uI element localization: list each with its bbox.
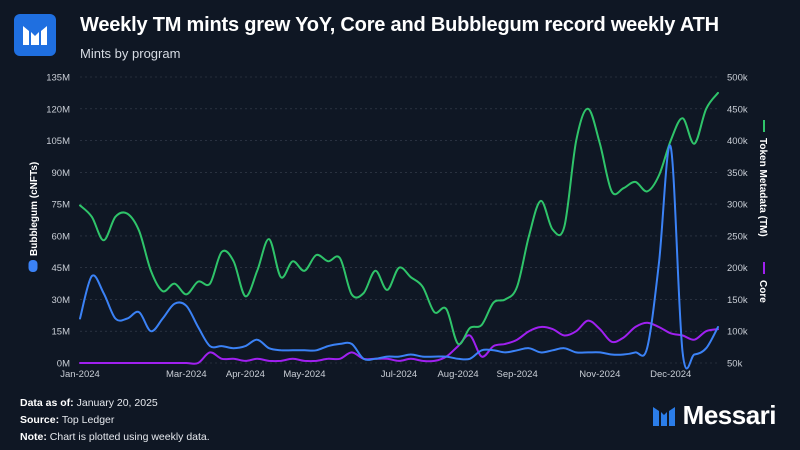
bubblegum-legend-swatch xyxy=(28,260,38,272)
footer-note: Note: Chart is plotted using weekly data… xyxy=(20,431,210,443)
x-tick-label: Aug-2024 xyxy=(437,369,478,380)
core-line xyxy=(79,319,719,365)
right-tick-label: 500k xyxy=(727,73,748,84)
messari-logo-icon xyxy=(14,14,56,56)
tm-line xyxy=(79,91,719,346)
right-axis-label-tm: Token Metadata (TM) xyxy=(757,138,768,237)
x-tick-label: Sep-2024 xyxy=(497,369,538,380)
x-tick-label: Nov-2024 xyxy=(579,369,620,380)
right-axis-legend: Token Metadata (TM) Core xyxy=(757,120,768,303)
left-axis-label: Bubblegum (cNFTs) xyxy=(29,162,40,256)
right-tick-label: 400k xyxy=(727,136,748,147)
right-tick-label: 50k xyxy=(727,359,743,370)
x-tick-label: May-2024 xyxy=(283,369,325,380)
core-legend-swatch xyxy=(763,262,765,274)
x-tick-label: Dec-2024 xyxy=(650,369,691,380)
right-axis-ticks: 50k 100k 150k 200k 250k 300k 350k 400k 450k 500k xyxy=(727,73,748,370)
left-tick-label: 90M xyxy=(52,168,71,179)
left-tick-label: 75M xyxy=(52,200,71,211)
left-tick-label: 60M xyxy=(52,231,71,242)
left-tick-label: 30M xyxy=(52,295,71,306)
messari-brand-icon xyxy=(652,406,675,426)
chart-series xyxy=(79,91,719,370)
x-tick-label: Jul-2024 xyxy=(381,369,417,380)
footer-source: Source: Top Ledger xyxy=(20,414,115,426)
tm-legend-swatch xyxy=(763,120,765,132)
messari-brand: Messari xyxy=(651,400,777,431)
right-tick-label: 250k xyxy=(727,231,748,242)
footer-data-as-of: Data as of: January 20, 2025 xyxy=(20,397,158,409)
left-tick-label: 0M xyxy=(57,359,70,370)
right-tick-label: 350k xyxy=(727,168,748,179)
chart-gridlines xyxy=(80,76,718,364)
left-tick-label: 120M xyxy=(46,104,70,115)
brand-name: Messari xyxy=(682,400,777,430)
x-axis-ticks: Jan-2024 Mar-2024 Apr-2024 May-2024 Jul-2024… xyxy=(60,369,691,380)
x-tick-label: Jan-2024 xyxy=(60,369,100,380)
right-axis-label-core: Core xyxy=(757,280,768,303)
left-tick-label: 135M xyxy=(46,73,70,84)
bubblegum-line xyxy=(79,144,719,370)
right-tick-label: 100k xyxy=(727,327,748,338)
left-tick-label: 15M xyxy=(52,327,71,338)
left-axis-ticks: 0M 15M 30M 45M 60M 75M 90M 105M 120M 135M xyxy=(46,73,70,370)
left-tick-label: 45M xyxy=(52,263,71,274)
chart-subtitle: Mints by program xyxy=(80,46,181,61)
right-tick-label: 150k xyxy=(727,295,748,306)
right-tick-label: 450k xyxy=(727,104,748,115)
x-tick-label: Mar-2024 xyxy=(166,369,207,380)
left-axis-legend: Bubblegum (cNFTs) xyxy=(28,162,40,272)
right-tick-label: 300k xyxy=(727,200,748,211)
right-tick-label: 200k xyxy=(727,263,748,274)
chart-title: Weekly TM mints grew YoY, Core and Bubbl… xyxy=(80,14,719,36)
x-tick-label: Apr-2024 xyxy=(226,369,265,380)
left-tick-label: 105M xyxy=(46,136,70,147)
